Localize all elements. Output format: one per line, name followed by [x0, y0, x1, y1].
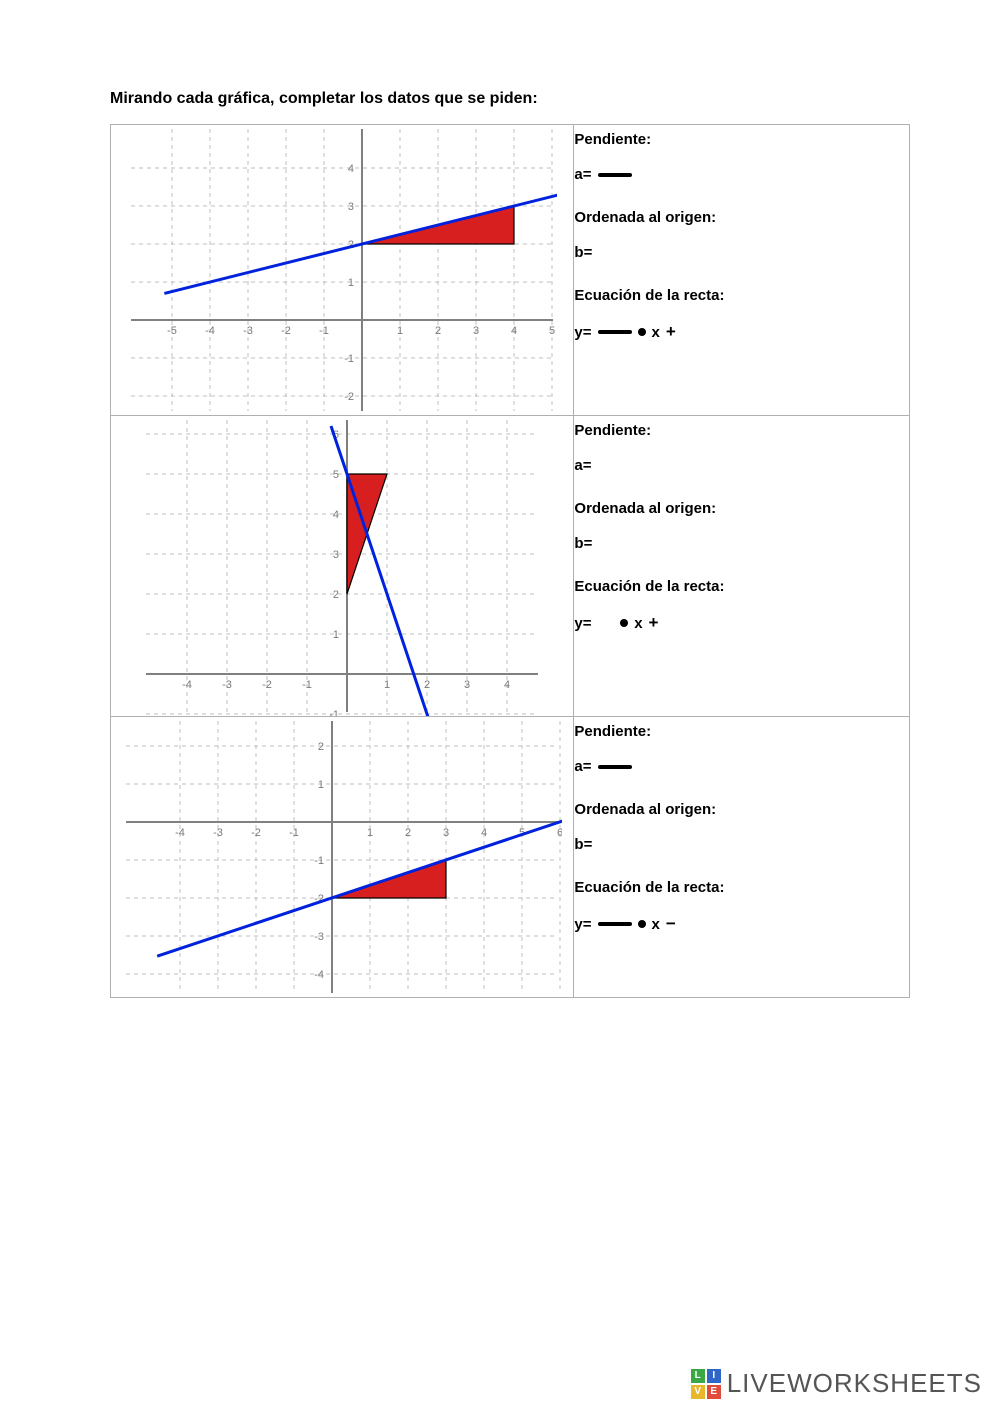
svg-text:-4: -4 — [182, 679, 192, 691]
svg-text:-1: -1 — [344, 353, 354, 365]
svg-text:2: 2 — [405, 827, 411, 839]
svg-text:-5: -5 — [167, 325, 177, 337]
svg-text:4: 4 — [481, 827, 487, 839]
answer-cell: Pendiente: a= Ordenada al origen: b= Ecuaci… — [574, 125, 910, 416]
worksheet-table: -5 -4 -3 -2 -1 1 2 3 4 5 -2 -1 1 2 3 4 Pendiente: a= Orde… — [110, 124, 910, 998]
label-ordenada: Ordenada al origen: — [574, 500, 909, 517]
svg-text:2: 2 — [318, 741, 324, 753]
label-ecuacion: Ecuación de la recta: — [574, 578, 909, 595]
blank-a[interactable] — [598, 173, 632, 177]
svg-text:-1: -1 — [302, 679, 312, 691]
svg-text:-4: -4 — [175, 827, 185, 839]
field-equation[interactable]: y= x+ — [574, 613, 909, 633]
answer-cell: Pendiente: a= Ordenada al origen: b= Ecuació… — [574, 416, 910, 717]
svg-text:-1: -1 — [314, 855, 324, 867]
svg-text:-3: -3 — [222, 679, 232, 691]
field-a[interactable]: a= — [574, 758, 909, 775]
field-b[interactable]: b= — [574, 535, 909, 552]
field-b[interactable]: b= — [574, 244, 909, 261]
chart-svg: -4-3-2-11234-1123456 — [142, 416, 542, 716]
svg-text:-3: -3 — [213, 827, 223, 839]
chart-svg: -5-4-3-2-112345-2-11234 — [127, 125, 557, 415]
graph-cell: -4-3-2-1123456-4-3-2-112 — [111, 717, 574, 998]
svg-text:4: 4 — [348, 163, 354, 175]
minus-icon: − — [666, 914, 676, 934]
label-pendiente: Pendiente: — [574, 131, 909, 148]
multiply-dot-icon — [620, 619, 628, 627]
field-a[interactable]: a= — [574, 166, 909, 183]
svg-text:-2: -2 — [251, 827, 261, 839]
table-row: -4-3-2-11234-1123456Pendiente:a=Ordenada… — [111, 416, 910, 717]
label-ecuacion: Ecuación de la recta: — [574, 879, 909, 896]
watermark-text: LIVEWORKSHEETS — [727, 1368, 982, 1399]
field-a[interactable]: a= — [574, 457, 909, 474]
svg-text:-2: -2 — [281, 325, 291, 337]
svg-text:-4: -4 — [205, 325, 215, 337]
svg-text:-3: -3 — [243, 325, 253, 337]
svg-text:1: 1 — [367, 827, 373, 839]
svg-text:-2: -2 — [344, 391, 354, 403]
svg-text:1: 1 — [333, 629, 339, 641]
svg-text:-1: -1 — [319, 325, 329, 337]
label-pendiente: Pendiente: — [574, 422, 909, 439]
label-ordenada: Ordenada al origen: — [574, 801, 909, 818]
watermark-badge-cell: L — [691, 1369, 705, 1383]
field-equation[interactable]: y=x+ — [574, 322, 909, 342]
svg-text:4: 4 — [333, 509, 339, 521]
table-row: -4-3-2-1123456-4-3-2-112Pendiente:a= Ord… — [111, 717, 910, 998]
table-row: -5-4-3-2-112345-2-11234Pendiente:a= Orde… — [111, 125, 910, 416]
svg-text:3: 3 — [443, 827, 449, 839]
svg-text:1: 1 — [397, 325, 403, 337]
label-ordenada: Ordenada al origen: — [574, 209, 909, 226]
graph-cell: -4-3-2-11234-1123456 — [111, 416, 574, 717]
plus-icon: + — [666, 322, 676, 342]
svg-text:3: 3 — [348, 201, 354, 213]
watermark-badge: LIVE — [691, 1369, 721, 1399]
svg-text:-4: -4 — [314, 969, 324, 981]
svg-text:2: 2 — [435, 325, 441, 337]
svg-text:1: 1 — [318, 779, 324, 791]
label-ecuacion: Ecuación de la recta: — [574, 287, 909, 304]
svg-text:3: 3 — [333, 549, 339, 561]
svg-text:-1: -1 — [289, 827, 299, 839]
svg-text:5: 5 — [549, 325, 555, 337]
answer-cell: Pendiente: a= Ordenada al origen: b= Ecuaci… — [574, 717, 910, 998]
svg-text:2: 2 — [424, 679, 430, 691]
svg-text:-1: -1 — [329, 709, 339, 716]
svg-text:5: 5 — [333, 469, 339, 481]
svg-text:-2: -2 — [262, 679, 272, 691]
svg-text:3: 3 — [464, 679, 470, 691]
blank-slope[interactable] — [598, 330, 632, 334]
plus-icon: + — [649, 613, 659, 633]
svg-text:6: 6 — [557, 827, 562, 839]
svg-text:3: 3 — [473, 325, 479, 337]
watermark-badge-cell: V — [691, 1385, 705, 1399]
svg-text:2: 2 — [333, 589, 339, 601]
blank-a[interactable] — [598, 765, 632, 769]
multiply-dot-icon — [638, 920, 646, 928]
svg-text:4: 4 — [511, 325, 517, 337]
field-b[interactable]: b= — [574, 836, 909, 853]
watermark: LIVE LIVEWORKSHEETS — [691, 1368, 982, 1399]
svg-text:1: 1 — [384, 679, 390, 691]
svg-text:1: 1 — [348, 277, 354, 289]
graph-cell: -5-4-3-2-112345-2-11234 — [111, 125, 574, 416]
watermark-badge-cell: E — [707, 1385, 721, 1399]
field-equation[interactable]: y=x− — [574, 914, 909, 934]
label-pendiente: Pendiente: — [574, 723, 909, 740]
instruction-text: Mirando cada gráfica, completar los dato… — [110, 90, 910, 108]
svg-text:4: 4 — [504, 679, 510, 691]
chart-svg: -4-3-2-1123456-4-3-2-112 — [122, 717, 562, 997]
watermark-badge-cell: I — [707, 1369, 721, 1383]
svg-text:-3: -3 — [314, 931, 324, 943]
multiply-dot-icon — [638, 328, 646, 336]
blank-slope[interactable] — [598, 922, 632, 926]
